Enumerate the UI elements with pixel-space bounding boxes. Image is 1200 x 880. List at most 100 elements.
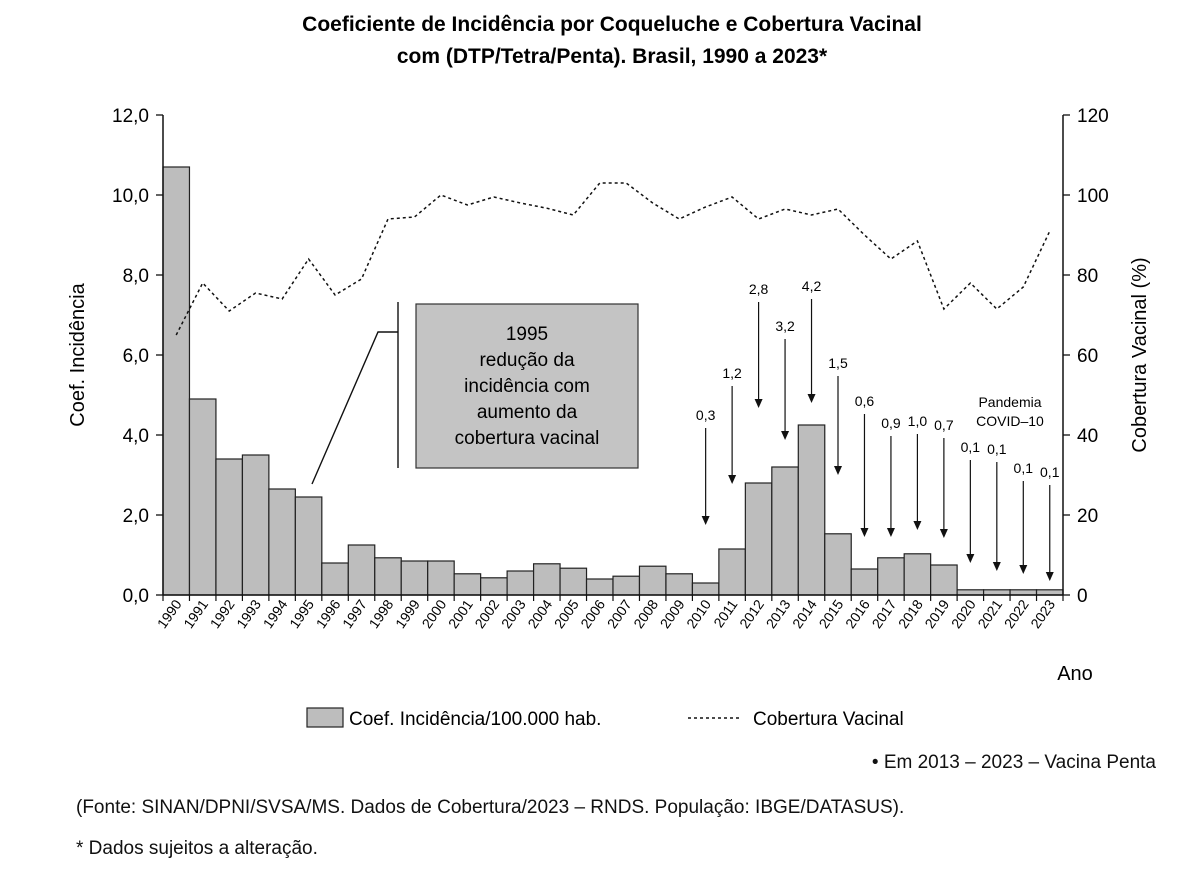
- bar-2010: [691, 582, 720, 596]
- x-tick-label-1991: 1991: [180, 596, 211, 631]
- value-label-2016: 0,6: [855, 393, 875, 409]
- callout-text-line-3: incidência com: [464, 376, 590, 397]
- bar-1994: [268, 488, 296, 596]
- arrow-head-2012: [754, 399, 763, 408]
- bar-2000: [427, 560, 455, 596]
- arrow-head-2017: [886, 528, 895, 537]
- callout-box: [415, 303, 639, 469]
- y-tick-label: 12,0: [112, 106, 149, 127]
- value-label-2012: 2,8: [749, 281, 769, 297]
- arrow-head-2018: [913, 521, 922, 530]
- arrow-head-2011: [728, 475, 737, 484]
- y-tick-label: 0,0: [123, 586, 149, 607]
- pandemic-annotation-line-1: Pandemia: [978, 394, 1041, 410]
- y2-tick-label: 120: [1077, 106, 1109, 127]
- x-tick-label-2012: 2012: [736, 596, 767, 631]
- y2-tick-label: 60: [1077, 346, 1098, 367]
- arrow-head-2015: [834, 466, 842, 475]
- bar-1993: [241, 454, 270, 596]
- x-tick-label-1998: 1998: [365, 596, 396, 631]
- y2-tick-label: 40: [1077, 426, 1098, 447]
- right-axis-ticks: 0 20 40 60 80 100 120: [1063, 106, 1109, 607]
- incidence-bars: [162, 166, 1064, 596]
- callout-text-line-2: redução da: [479, 350, 575, 371]
- bar-1991: [188, 398, 217, 596]
- bar-2006: [585, 578, 614, 596]
- x-tick-label-2009: 2009: [657, 596, 688, 631]
- callout-text-line-1: 1995: [506, 324, 548, 345]
- y-axis-label: Coef. Incidência: [67, 282, 89, 426]
- value-label-2019: 0,7: [934, 417, 954, 433]
- bar-1990: [162, 166, 191, 596]
- y-tick-label: 2,0: [123, 506, 149, 527]
- y2-tick-label: 20: [1077, 506, 1098, 527]
- x-tick-label-2000: 2000: [418, 596, 449, 631]
- bar-1998: [374, 557, 402, 596]
- bar-1996: [321, 562, 349, 596]
- x-tick-label-2010: 2010: [683, 596, 714, 631]
- chart-title-line-1: Coeficiente de Incidência por Coqueluche…: [302, 13, 922, 36]
- x-tick-label-2003: 2003: [498, 596, 529, 631]
- bar-2020: [956, 589, 985, 596]
- x-tick-label-1996: 1996: [313, 596, 344, 631]
- x-tick-label-2020: 2020: [948, 596, 979, 631]
- callout-1995: 1995 redução da incidência com aumento d…: [311, 302, 639, 485]
- y2-axis-label: Cobertura Vacinal (%): [1129, 257, 1151, 452]
- value-label-2011: 1,2: [722, 365, 742, 381]
- arrow-head-2016: [860, 528, 869, 537]
- bar-2003: [506, 570, 535, 596]
- callout-text-line-5: cobertura vacinal: [455, 428, 600, 449]
- value-label-2021: 0,1: [987, 441, 1007, 457]
- x-tick-label-2021: 2021: [974, 596, 1005, 631]
- bar-1992: [215, 458, 244, 596]
- bar-2008: [638, 565, 667, 596]
- arrow-head-2020: [966, 554, 975, 563]
- x-tick-label-1995: 1995: [286, 596, 317, 631]
- value-label-2022: 0,1: [1014, 460, 1034, 476]
- bar-2009: [665, 573, 694, 596]
- y-tick-label: 6,0: [123, 346, 149, 367]
- x-tick-label-2019: 2019: [921, 596, 952, 631]
- bar-1999: [400, 560, 429, 596]
- legend: Coef. Incidência/100.000 hab. Cobertura …: [306, 707, 904, 730]
- value-label-2015: 1,5: [828, 355, 848, 371]
- bar-2018: [903, 553, 932, 596]
- callout-leader-line: [311, 331, 398, 485]
- bar-2015: [824, 533, 852, 596]
- bar-1995: [294, 496, 323, 596]
- value-label-2013: 3,2: [775, 318, 795, 334]
- bar-2001: [453, 573, 482, 596]
- value-label-2018: 1,0: [908, 413, 928, 429]
- callout-text-line-4: aumento da: [477, 402, 578, 423]
- x-tick-label-1999: 1999: [392, 596, 423, 631]
- bar-2013: [771, 466, 799, 596]
- bar-2019: [930, 564, 958, 596]
- arrow-head-2019: [939, 529, 948, 538]
- value-arrows: 0,3 1,2 2,8 3,2 4,2 1,5 0,6 0,9 1,0 0,7 0,1 0,1 0,1 0…: [696, 278, 1060, 581]
- x-tick-label-2007: 2007: [604, 596, 635, 631]
- bar-2007: [612, 575, 641, 596]
- x-tick-label-2022: 2022: [1001, 596, 1032, 631]
- x-tick-label-2013: 2013: [763, 596, 794, 631]
- x-tick-label-1993: 1993: [233, 596, 264, 631]
- bar-2017: [877, 557, 905, 596]
- legend-bar-label: Coef. Incidência/100.000 hab.: [349, 709, 601, 730]
- x-tick-label-1994: 1994: [260, 596, 291, 631]
- bar-2012: [744, 482, 773, 596]
- bar-2021: [982, 589, 1011, 596]
- arrow-head-2013: [781, 431, 790, 440]
- bar-2002: [480, 577, 508, 596]
- x-tick-label-2014: 2014: [789, 596, 820, 631]
- x-tick-label-2011: 2011: [710, 596, 740, 630]
- y2-tick-label: 80: [1077, 266, 1098, 287]
- bar-2005: [559, 567, 588, 596]
- x-tick-label-1990: 1990: [154, 596, 185, 631]
- x-tick-label-2018: 2018: [895, 596, 926, 631]
- bar-2016: [850, 568, 879, 596]
- x-tick-label-2017: 2017: [868, 596, 899, 631]
- bar-2022: [1009, 589, 1038, 596]
- coverage-line-group: [175, 182, 1051, 336]
- arrow-head-2010: [701, 516, 710, 525]
- y-tick-label: 8,0: [123, 266, 149, 287]
